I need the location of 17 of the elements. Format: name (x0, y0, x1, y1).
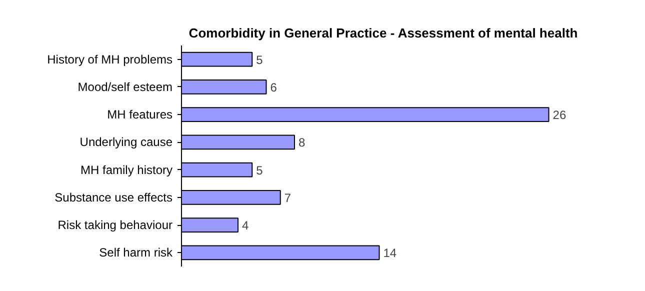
data-label: 4 (242, 218, 250, 233)
data-label: 14 (383, 246, 397, 260)
y-tick-label: MH family history (80, 162, 173, 177)
y-tick-label: Underlying cause (80, 135, 173, 150)
data-label: 5 (256, 163, 264, 178)
y-tick-label: Mood/self esteem (78, 80, 173, 94)
y-tick-label: History of MH problems (47, 52, 173, 66)
y-tick-label: MH features (107, 108, 173, 122)
data-label: 8 (298, 136, 306, 150)
chart-title: Comorbidity in General Practice - Assessment of mental health (188, 26, 578, 40)
data-label: 26 (552, 108, 566, 122)
data-label: 5 (256, 52, 264, 67)
y-tick-label: Risk taking behaviour (58, 218, 173, 232)
data-label: 6 (270, 80, 278, 94)
y-tick-label: Self harm risk (99, 246, 174, 260)
y-tick-label: Substance use effects (54, 190, 173, 204)
data-label: 7 (284, 190, 292, 205)
